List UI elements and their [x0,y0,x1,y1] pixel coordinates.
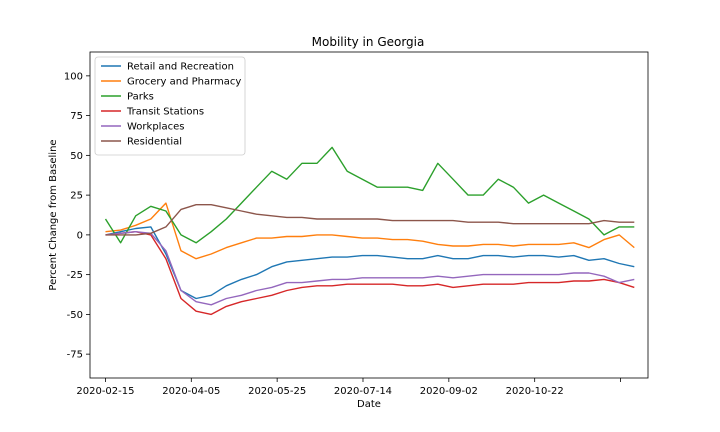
y-tick-label: 100 [64,71,83,82]
legend-label: Transit Stations [126,107,204,118]
y-tick-label: 50 [70,151,83,162]
legend-label: Retail and Recreation [127,62,234,73]
y-tick-label: 75 [70,111,83,122]
legend-label: Workplaces [127,122,184,133]
x-tick-label: 2020-10-22 [506,386,564,397]
legend-label: Residential [127,137,182,148]
legend-label: Parks [127,92,154,103]
x-tick-label: 2020-05-25 [248,386,306,397]
series-line-4 [105,230,635,306]
y-tick-label: 0 [77,230,83,241]
y-tick-label: 25 [70,191,83,202]
series-line-3 [105,230,635,316]
series-line-2 [104,146,635,244]
series-line-0 [105,226,635,300]
x-tick-label: 2020-04-05 [162,386,220,397]
y-tick-label: -50 [67,310,83,321]
legend: Retail and Recreation Grocery and Pharmac… [94,56,246,156]
y-axis-title: Percent Change from Baseline [48,139,59,290]
x-axis-title: Date [357,399,381,410]
plot-frame [89,51,649,379]
y-tick-label: -25 [67,270,83,281]
legend-box [94,56,246,156]
chart-title: Mobility in Georgia [312,35,425,49]
x-tick-label: 2020-07-14 [334,386,392,397]
x-tick-label: 2020-09-02 [420,386,478,397]
legend-label: Grocery and Pharmacy [127,77,241,88]
series-line-1 [105,202,635,260]
x-tick-label: 2020-02-15 [76,386,134,397]
y-tick-label: -75 [67,350,83,361]
series-line-5 [105,203,635,236]
